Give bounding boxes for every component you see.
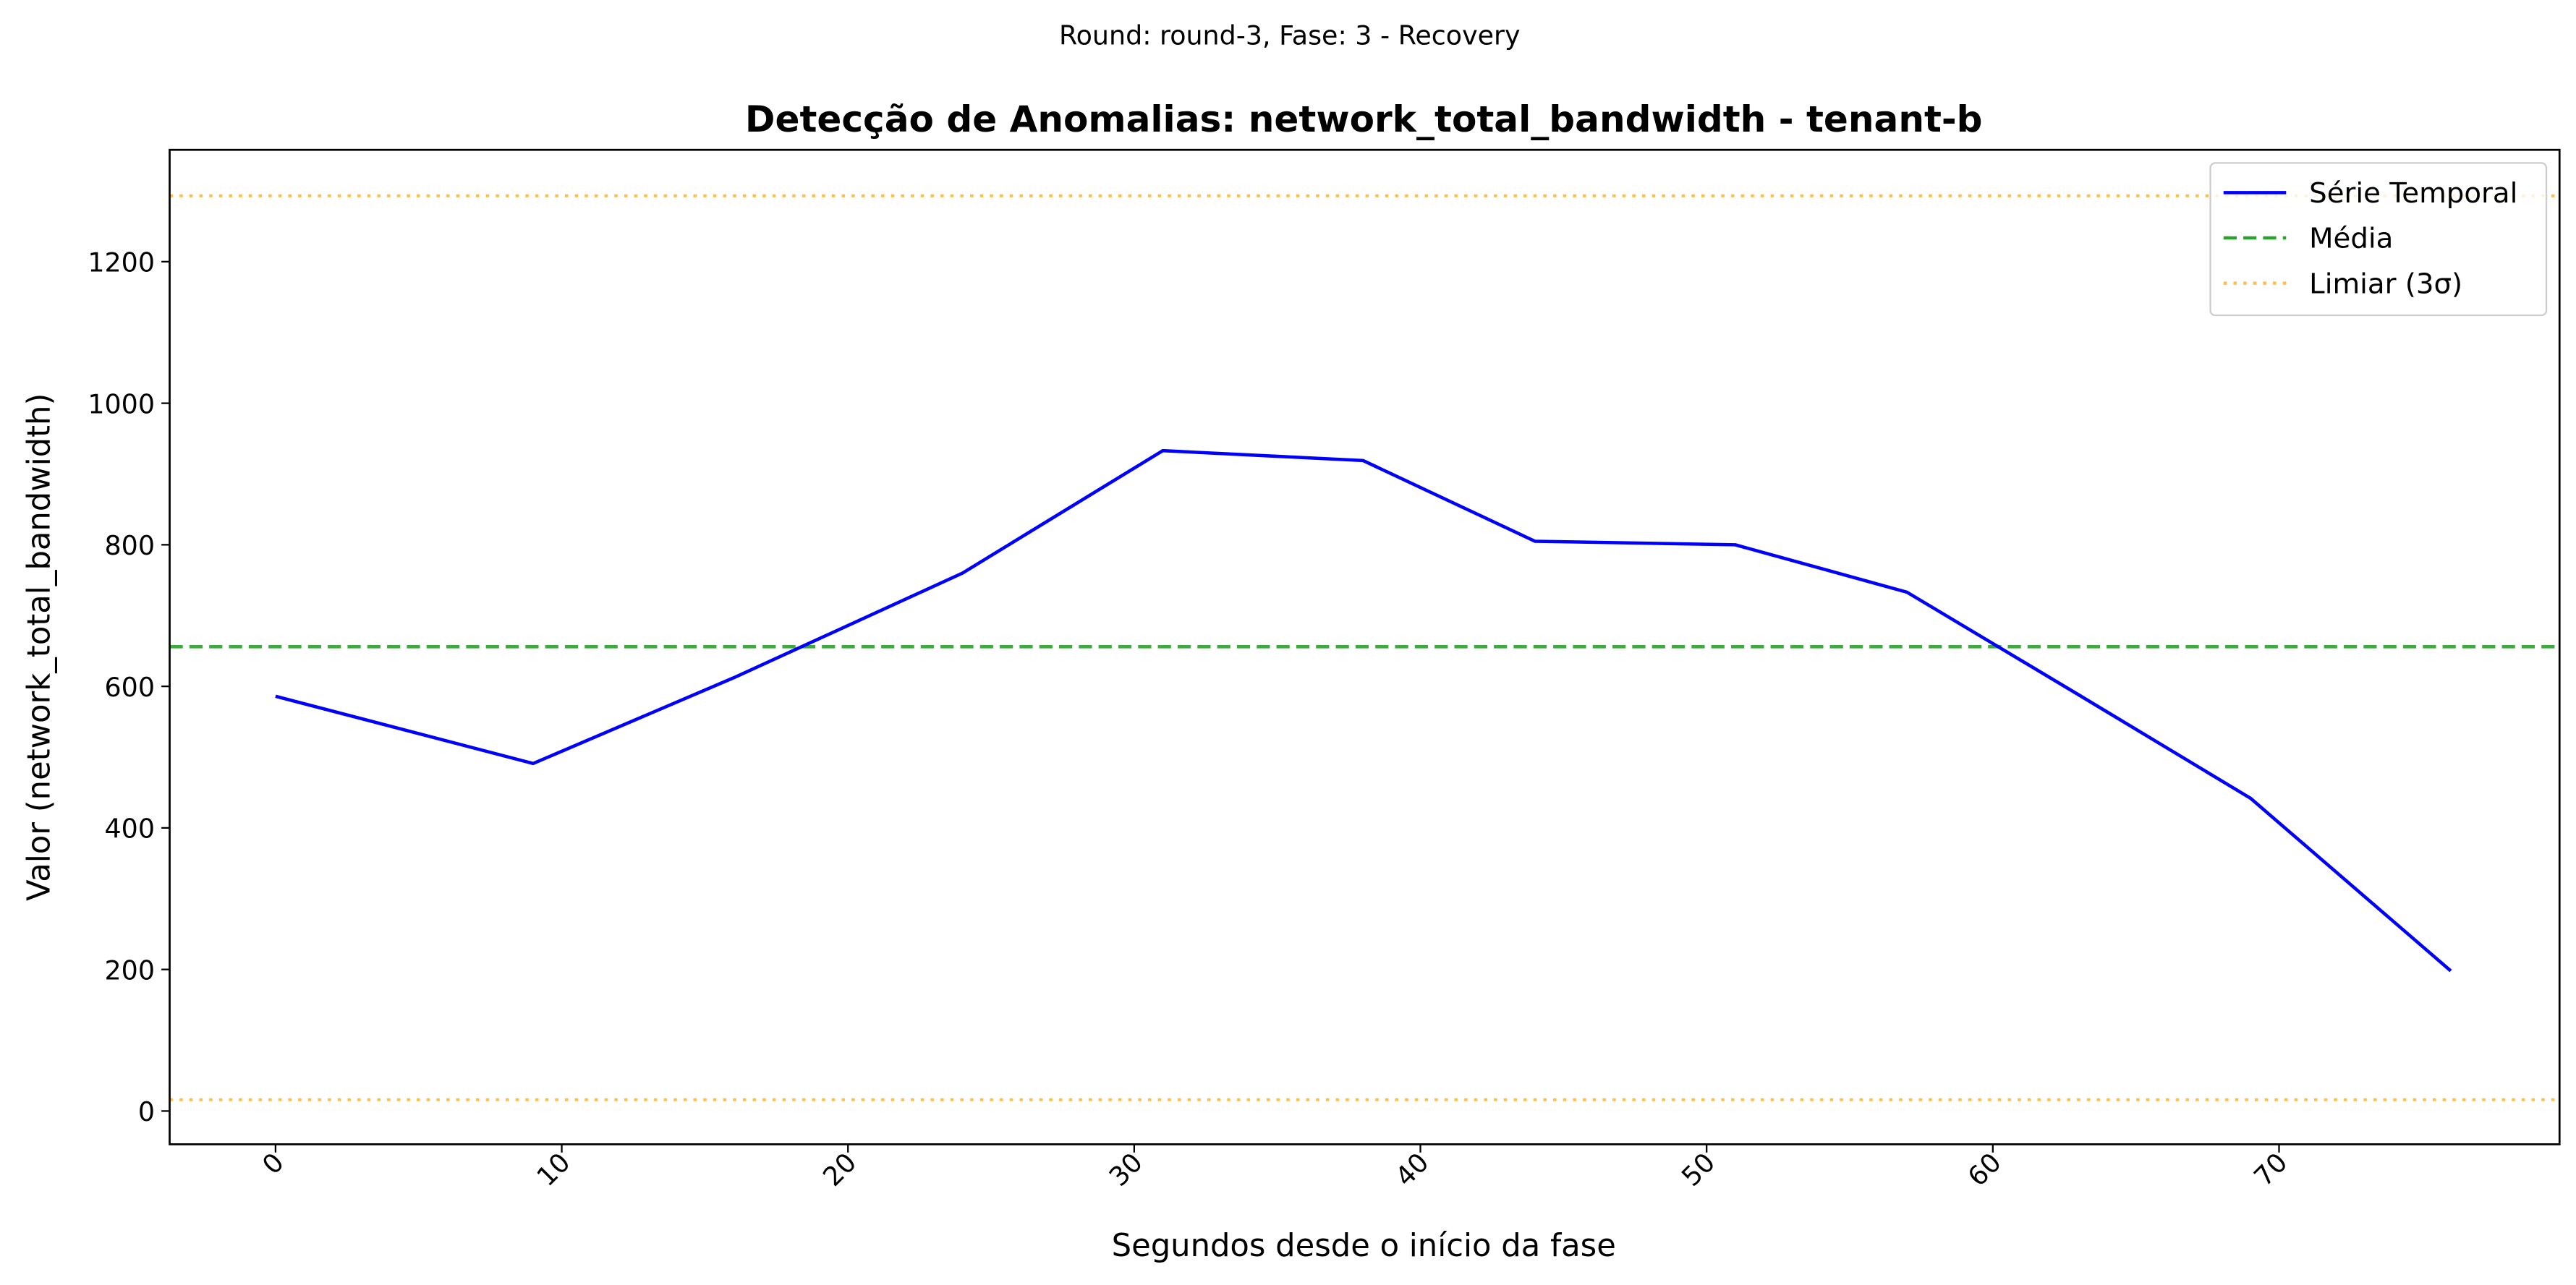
y-tick-label: 600: [105, 672, 155, 703]
x-tick-label: 10: [530, 1147, 576, 1192]
legend-box: [2209, 162, 2548, 317]
x-tick-label: 70: [2248, 1147, 2293, 1192]
legend-label: Série Temporal: [2309, 177, 2517, 210]
series-line: [275, 448, 2452, 973]
chart-title: Detecção de Anomalias: network_total_ban…: [745, 98, 1983, 140]
plot-frame: [169, 148, 2561, 1145]
legend-label: Limiar (3σ): [2309, 268, 2462, 300]
x-tick-label: 40: [1389, 1147, 1434, 1192]
y-tick-label: 200: [105, 955, 155, 986]
x-tick-label: 50: [1675, 1147, 1721, 1192]
y-tick-label: 0: [138, 1096, 155, 1127]
legend-label: Média: [2309, 223, 2393, 255]
x-tick-label: 30: [1103, 1147, 1149, 1192]
x-tick-label: 60: [1962, 1147, 2007, 1192]
x-tick-label: 0: [256, 1147, 290, 1181]
x-tick-label: 20: [817, 1147, 862, 1192]
x-axis-label: Segundos desde o início da fase: [1112, 1228, 1616, 1264]
y-axis-label: Valor (network_total_bandwidth): [21, 393, 57, 901]
y-tick-label: 1000: [88, 388, 155, 419]
y-tick-label: 1200: [88, 247, 155, 278]
suptitle: Round: round-3, Fase: 3 - Recovery: [1059, 20, 1521, 51]
y-tick-label: 400: [105, 814, 155, 845]
y-tick-label: 800: [105, 530, 155, 561]
